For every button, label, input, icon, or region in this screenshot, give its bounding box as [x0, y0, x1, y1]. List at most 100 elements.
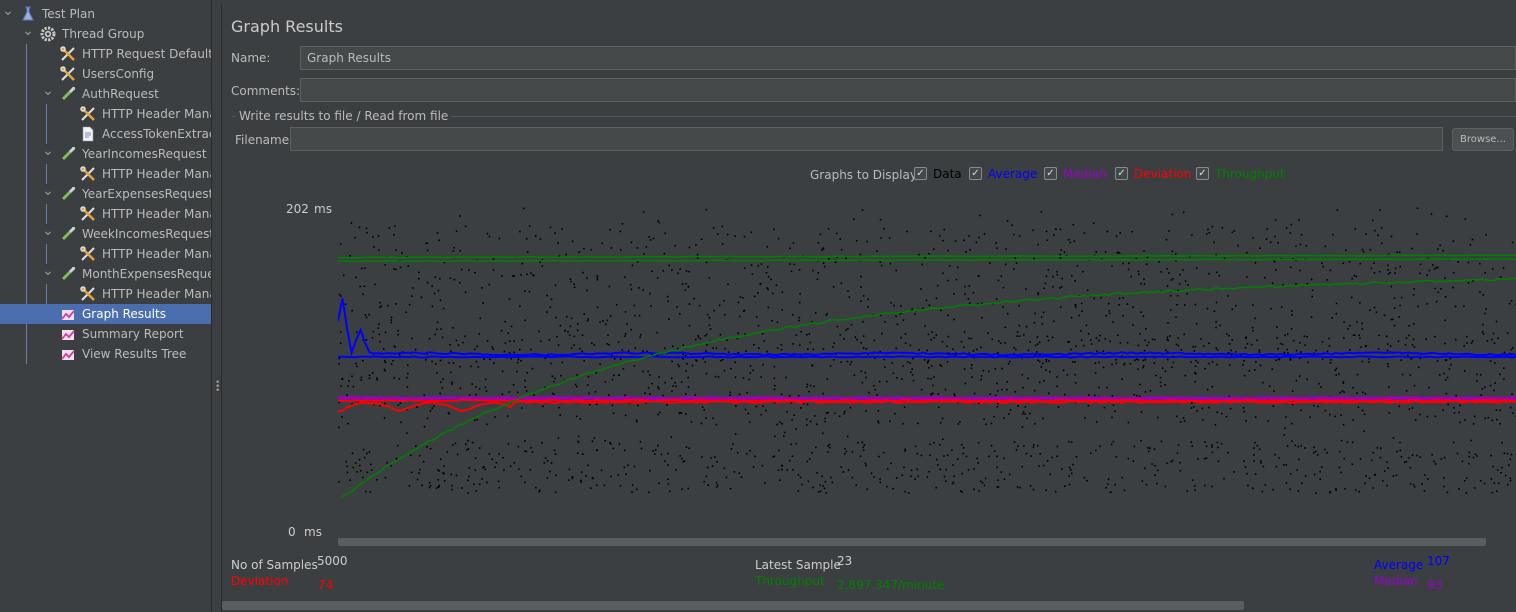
data-point — [940, 309, 942, 312]
tree-item[interactable]: ⌄ WeekIncomesRequest — [0, 224, 211, 244]
data-point — [348, 380, 350, 382]
data-point — [481, 287, 483, 289]
name-input[interactable]: Graph Results — [300, 46, 1516, 70]
data-point — [685, 370, 687, 372]
data-point — [571, 240, 574, 243]
panel-splitter[interactable]: • • • — [211, 0, 221, 612]
tree-item[interactable]: HTTP Header Manag — [0, 104, 211, 124]
data-point — [1051, 456, 1053, 459]
data-point — [393, 268, 395, 270]
data-point — [798, 301, 801, 304]
median-checkbox[interactable]: ✓ — [1044, 167, 1057, 180]
data-point — [471, 383, 473, 385]
data-point — [1081, 310, 1083, 312]
tree-item[interactable]: ⌄ Test Plan — [0, 4, 211, 24]
data-point — [1072, 361, 1074, 363]
tree-item[interactable]: ⌄MonthExpensesRequest — [0, 264, 211, 284]
tree-item[interactable]: View Results Tree — [0, 344, 211, 364]
data-point — [577, 323, 579, 325]
data-point — [609, 228, 611, 231]
tree-item[interactable]: ⌄ YearIncomesRequest — [0, 144, 211, 164]
data-point — [1115, 362, 1118, 365]
chevron-down-icon[interactable]: ⌄ — [42, 144, 54, 159]
deviation-checkbox[interactable]: ✓ — [1115, 167, 1128, 180]
tree-item[interactable]: HTTP Request Defaults — [0, 44, 211, 64]
data-point — [1230, 355, 1233, 357]
data-point — [1413, 486, 1416, 488]
data-point — [774, 384, 776, 387]
tree-item[interactable]: HTTP Header Manag — [0, 204, 211, 224]
tree-item[interactable]: Graph Results — [0, 304, 211, 324]
data-point — [862, 295, 865, 297]
data-point — [853, 218, 855, 221]
data-point — [1191, 445, 1194, 447]
data-point — [1164, 370, 1167, 373]
data-point — [959, 421, 961, 423]
data-point — [557, 242, 559, 244]
data-point — [504, 342, 507, 344]
data-point — [806, 334, 808, 336]
browse-button[interactable]: Browse... — [1452, 128, 1514, 151]
tree-item[interactable]: HTTP Header Manag — [0, 164, 211, 184]
chevron-down-icon[interactable]: ⌄ — [42, 184, 54, 199]
data-point — [379, 404, 381, 407]
data-point — [977, 462, 979, 464]
chevron-down-icon[interactable]: ⌄ — [42, 224, 54, 239]
throughput-checkbox[interactable]: ✓ — [1196, 167, 1209, 180]
chevron-down-icon[interactable]: ⌄ — [22, 24, 34, 39]
comments-input[interactable] — [300, 78, 1516, 102]
data-point — [834, 412, 836, 415]
data-point — [703, 480, 705, 483]
chevron-down-icon[interactable]: ⌄ — [42, 264, 54, 279]
average-checkbox[interactable]: ✓ — [969, 167, 982, 180]
data-point — [903, 466, 905, 469]
panel-horizontal-scrollbar[interactable] — [222, 601, 1244, 610]
data-point — [1226, 333, 1228, 335]
data-point — [476, 418, 478, 421]
data-checkbox[interactable]: ✓ — [914, 167, 927, 180]
tree-item[interactable]: AccessTokenExtracto — [0, 124, 211, 144]
data-point — [917, 475, 920, 478]
tree-item[interactable]: ⌄ YearExpensesRequest — [0, 184, 211, 204]
tree-item[interactable]: UsersConfig — [0, 64, 211, 84]
filename-input[interactable] — [290, 127, 1443, 151]
tree-item[interactable]: HTTP Header Manag — [0, 244, 211, 264]
data-point — [1320, 386, 1322, 388]
data-point — [1244, 466, 1247, 468]
data-point — [737, 301, 740, 304]
graph-horizontal-scrollbar[interactable] — [338, 538, 1486, 546]
data-point — [1355, 489, 1357, 491]
data-point — [685, 283, 687, 285]
data-point — [755, 405, 758, 408]
data-point — [838, 415, 841, 417]
data-point — [491, 346, 494, 348]
data-point — [806, 460, 808, 463]
data-point — [351, 375, 353, 378]
data-point — [795, 334, 798, 336]
data-point — [577, 435, 580, 438]
data-point — [680, 381, 683, 383]
data-point — [1049, 370, 1051, 373]
data-point — [474, 469, 477, 472]
data-point — [1102, 366, 1105, 369]
data-point — [1062, 369, 1065, 372]
data-point — [456, 453, 459, 456]
data-point — [1105, 314, 1107, 317]
data-point — [1499, 422, 1501, 425]
data-point — [1216, 271, 1218, 274]
data-point — [809, 384, 812, 387]
data-point — [698, 304, 701, 307]
chevron-down-icon[interactable]: ⌄ — [2, 4, 14, 19]
data-point — [521, 339, 523, 341]
data-point — [1221, 412, 1223, 415]
tree-item[interactable]: ⌄ Thread Group — [0, 24, 211, 44]
data-point — [352, 466, 355, 469]
tree-item[interactable]: HTTP Header Manag — [0, 284, 211, 304]
data-point — [705, 350, 707, 352]
data-point — [351, 309, 353, 312]
tree-item[interactable]: Summary Report — [0, 324, 211, 344]
chevron-down-icon[interactable]: ⌄ — [42, 84, 54, 99]
tree-item[interactable]: ⌄ AuthRequest — [0, 84, 211, 104]
data-point — [776, 321, 779, 323]
data-point — [1491, 491, 1494, 494]
